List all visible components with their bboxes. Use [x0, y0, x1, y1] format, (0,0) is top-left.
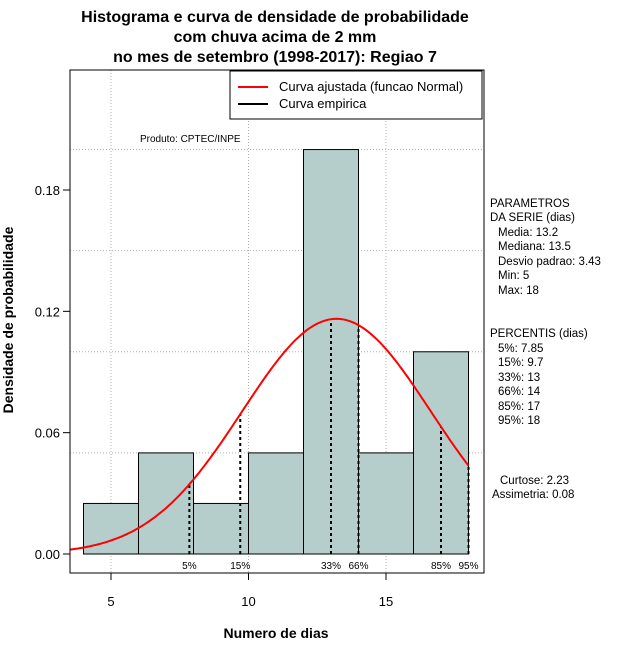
percentis-15: 15%: 9.7 — [498, 357, 543, 369]
parametros-min: Min: 5 — [498, 270, 529, 282]
curtose-label: Curtose: 2.23 — [500, 475, 569, 487]
parametros-mediana: Mediana: 13.5 — [498, 241, 571, 253]
curve-layer — [69, 317, 470, 551]
x-tick-label: 10 — [241, 594, 255, 609]
chart-title-line-2: com chuva acima de 2 mm — [174, 29, 377, 46]
parametros-media: Media: 13.2 — [498, 227, 558, 239]
y-tick-label: 0.18 — [35, 183, 60, 198]
percentile-label: 15% — [230, 561, 250, 572]
percentile-label: 5% — [182, 561, 197, 572]
y-tick-label: 0.06 — [35, 426, 60, 441]
parametros-panel: PARAMETROS DA SERIE (dias) Media: 13.2 M… — [490, 198, 601, 297]
percentis-85: 85%: 17 — [498, 401, 540, 413]
legend-box — [229, 70, 483, 120]
histogram-bar — [138, 452, 194, 555]
parametros-desvio: Desvio padrao: 3.43 — [498, 256, 601, 268]
percentile-label: 85% — [431, 561, 451, 572]
y-axis-label: Densidade de probabilidade — [0, 226, 16, 413]
x-axis-label: Numero de dias — [223, 625, 328, 641]
chart-title-line-1: Histograma e curva de densidade de proba… — [81, 9, 469, 26]
histogram-bar — [358, 452, 414, 555]
percentis-66: 66%: 14 — [498, 386, 541, 398]
chart-title-line-3: no mes de setembro (1998-2017): Regiao 7 — [113, 49, 437, 66]
assimetria-label: Assimetria: 0.08 — [492, 489, 574, 501]
percentile-label: 33% — [321, 561, 341, 572]
y-tick-label: 0.12 — [35, 304, 60, 319]
fitted-normal-curve — [69, 317, 470, 551]
percentis-5: 5%: 7.85 — [498, 343, 543, 355]
plot-frame — [69, 69, 485, 574]
y-tick-label: 0.00 — [35, 547, 60, 562]
percentis-33: 33%: 13 — [498, 372, 540, 384]
bars-layer — [83, 149, 469, 555]
parametros-header-2: DA SERIE (dias) — [490, 212, 575, 224]
percentile-label: 66% — [348, 561, 368, 572]
percentis-header: PERCENTIS (dias) — [490, 328, 588, 340]
x-tick-label: 15 — [379, 594, 393, 609]
legend: Curva ajustada (funcao Normal) Curva emp… — [229, 70, 483, 120]
percentile-label: 95% — [458, 561, 478, 572]
axes-layer: 5 10 15 0.00 0.06 0.12 0.18 — [35, 183, 394, 609]
parametros-max: Max: 18 — [498, 285, 539, 297]
legend-label-fitted: Curva ajustada (funcao Normal) — [279, 79, 463, 94]
x-tick-label: 5 — [107, 594, 114, 609]
percentis-panel: PERCENTIS (dias) 5%: 7.85 15%: 9.7 33%: … — [490, 328, 588, 427]
histogram-bar — [248, 452, 304, 555]
produto-label: Produto: CPTEC/INPE — [140, 134, 241, 145]
shape-stats-panel: Curtose: 2.23 Assimetria: 0.08 — [492, 475, 574, 501]
percentis-95: 95%: 18 — [498, 415, 540, 427]
legend-label-empirical: Curva empirica — [279, 96, 367, 111]
parametros-header-1: PARAMETROS — [490, 198, 570, 210]
percentile-layer: 5% 15% 33% 66% 85% 95% — [182, 319, 479, 572]
